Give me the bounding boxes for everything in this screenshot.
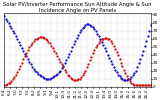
Title: Solar PV/Inverter Performance Sun Altitude Angle & Sun Incidence Angle on PV Pan: Solar PV/Inverter Performance Sun Altitu… bbox=[3, 2, 152, 13]
